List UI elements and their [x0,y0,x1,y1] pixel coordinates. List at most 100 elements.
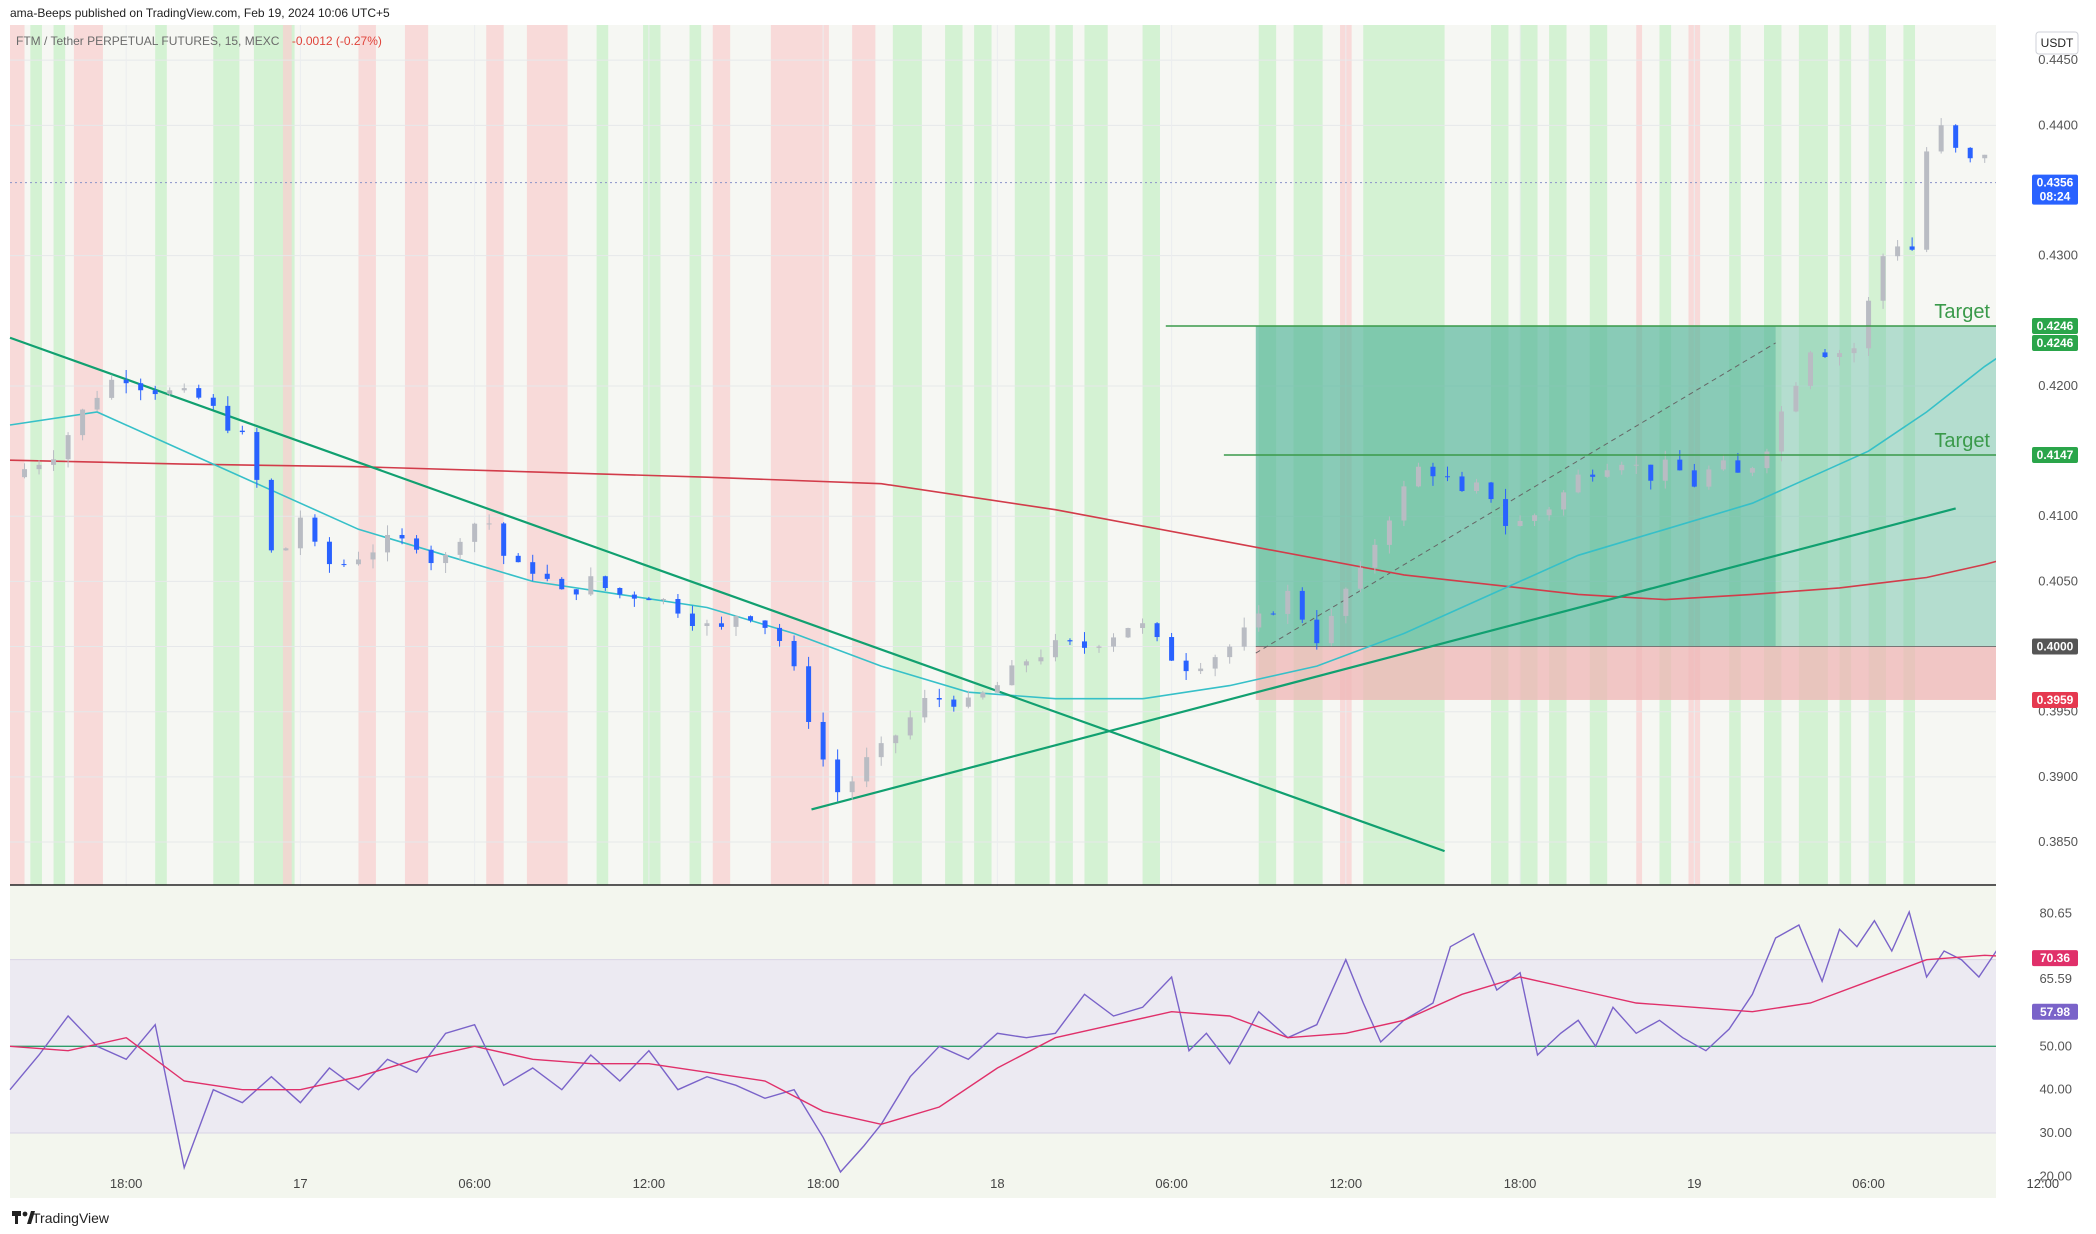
rsi-ma-line [9,954,2038,1126]
down-candle [152,390,158,395]
price-tick-label: 0.4400 [2038,117,2078,132]
up-candle [1052,640,1058,658]
down-candle [675,599,681,614]
green-signal-band [689,25,702,885]
down-candle [414,538,420,550]
green-signal-band [1142,25,1160,885]
slow-ema-line [9,459,2044,601]
rsi-tick-label: 50.00 [2039,1038,2072,1053]
up-candle [1023,661,1029,666]
down-candle [123,379,129,384]
change-legend: -0.0012 (-0.27%) [292,34,382,48]
green-signal-band [892,25,922,885]
down-candle [1430,466,1436,477]
up-candle [1720,460,1726,470]
rsi-tick-label: 65.59 [2039,971,2072,986]
red-signal-band [404,25,429,885]
time-axis: 18:00 17 06:00 12:00 18:00 18 06:00 12:00 18:00 1… [110,1176,2059,1191]
time-tick-label: 18 [990,1176,1004,1191]
filled-profit-zone [1255,326,1776,647]
rsi-marker-label: 57.98 [2040,1005,2070,1019]
trade-zones [1255,326,1996,700]
down-candle [1154,623,1160,638]
up-candle [1807,352,1813,386]
price-marker-tag [2032,447,2078,463]
red-signal-band [852,25,876,885]
price-tick-label: 0.4300 [2038,248,2078,263]
down-candle [210,397,216,406]
up-candle [1401,486,1407,521]
up-candle [51,459,57,465]
down-candle [1488,482,1494,500]
price-marker-tag [2032,318,2078,334]
red-signal-band [282,25,292,885]
down-candle [559,578,565,590]
up-candle [385,534,391,553]
up-candle [22,469,28,478]
price-marker-tag [2032,334,2078,351]
time-tick-label: 18:00 [807,1176,840,1191]
price-marker-label: 0.4000 [2037,640,2074,654]
time-tick-label: 18:00 [1504,1176,1537,1191]
rsi-tick-label: 30.00 [2039,1125,2072,1140]
green-signal-band [1014,25,1050,885]
down-candle [312,517,318,542]
up-candle [1328,615,1334,644]
up-candle [1096,646,1102,648]
up-candle [1546,509,1552,516]
price-marker-tag [2032,174,2078,205]
fast-ema-line [9,326,2044,700]
up-candle [1140,623,1146,629]
down-candle [1169,637,1175,661]
green-signal-band [213,25,240,885]
down-candle [1967,147,1973,159]
down-candle [820,721,826,760]
down-candle [399,534,405,539]
green-signal-band [643,25,661,885]
down-candle [239,430,245,433]
red-signal-band [358,25,376,885]
up-candle [486,523,492,525]
down-candle [1691,470,1697,487]
up-candle [1474,482,1480,492]
down-candle [501,523,507,556]
footer-brand: TradingView [32,1210,110,1226]
rsi-indicator [9,909,2038,1174]
down-candle [951,699,957,707]
down-candle [646,598,652,601]
down-candle [341,564,347,566]
up-candle [878,743,884,758]
up-candle [1227,646,1233,658]
rsi-axis: 80.65 65.59 50.00 40.00 30.00 20.00 70.36 57.98 [2032,906,2078,1183]
rsi-tick-label: 40.00 [2039,1082,2072,1097]
currency-button-label: USDT [2041,36,2074,50]
down-candle [254,432,260,480]
rsi-marker-tag [2032,1003,2078,1020]
down-candle [515,555,521,563]
ascending-trendline [811,507,1956,811]
price-marker-label: 0.3959 [2037,693,2074,707]
up-candle [1778,411,1784,452]
up-candle [588,576,594,595]
down-candle [1590,474,1596,477]
up-candle [980,692,986,698]
time-tick-label: 06:00 [458,1176,491,1191]
green-signal-band [945,25,963,885]
down-candle [1081,641,1087,648]
candles [22,118,2031,802]
up-candle [660,599,666,601]
down-candle [1648,464,1654,481]
down-candle [196,388,202,398]
down-candle [225,405,231,431]
rsi-marker-label: 70.36 [2040,951,2070,965]
currency-button[interactable] [2035,31,2079,55]
up-candle [1662,459,1668,481]
price-axis: 0.4450 0.4400 0.4300 0.4200 0.4100 0.4050 0.40… [2032,52,2078,849]
red-signal-band [486,25,504,885]
up-candle [1619,464,1625,471]
down-candle [1503,499,1509,526]
up-candle [1938,125,1944,152]
up-candle [65,435,71,460]
up-candle [1343,588,1349,616]
price-tick-label: 0.3850 [2038,834,2078,849]
